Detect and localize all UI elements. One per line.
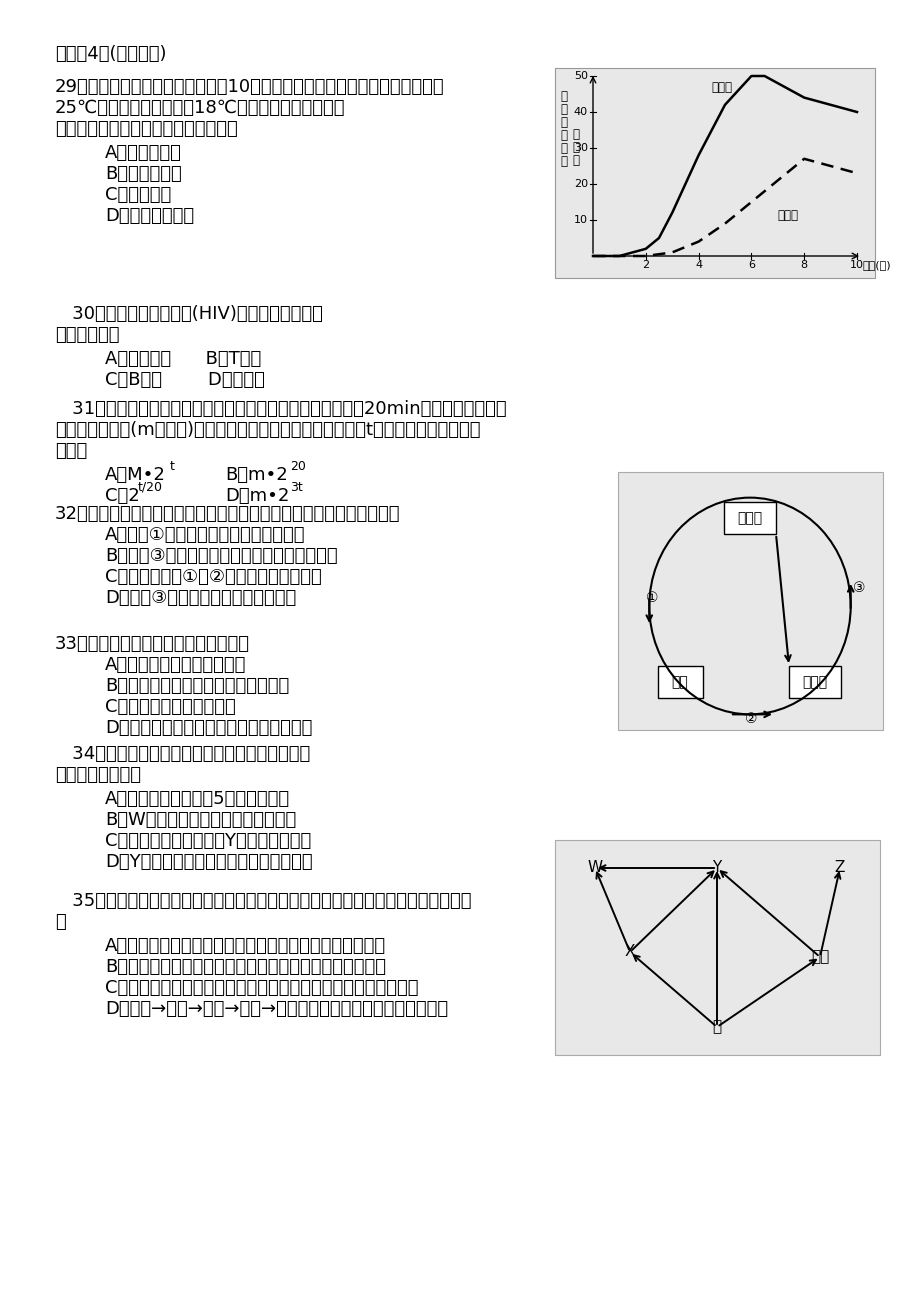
Text: C．产生部位也是作用部位: C．产生部位也是作用部位 [105,698,235,716]
Text: 时间(天): 时间(天) [862,260,891,270]
Text: ③: ③ [852,581,865,595]
Text: 绘制成右图，你认为该实验的自变量是: 绘制成右图，你认为该实验的自变量是 [55,120,237,138]
Text: 草: 草 [711,1019,720,1035]
Text: 子: 子 [560,103,566,116]
Text: 31．在营养和生存空间等没有限制的理想条件下，某细菌每20min就分裂繁殖一代。: 31．在营养和生存空间等没有限制的理想条件下，某细菌每20min就分裂繁殖一代。 [55,400,506,418]
Text: 是: 是 [55,913,65,931]
Text: 数: 数 [560,155,566,168]
Text: 生物第4页(共１０页): 生物第4页(共１０页) [55,46,166,62]
Text: 30．人体免疫缺陷病毒(HIV)侵入人体后，破坏: 30．人体免疫缺陷病毒(HIV)侵入人体后，破坏 [55,305,323,323]
Bar [789,667,840,698]
Text: C．人类活动对群落演替的影响与自然演替的方向、速度基本相同: C．人类活动对群落演替的影响与自然演替的方向、速度基本相同 [105,979,418,997]
Text: D．地衣→苔藓→灌木→草本→森林五个阶段为初生演替的必经过程: D．地衣→苔藓→灌木→草本→森林五个阶段为初生演替的必经过程 [105,1000,448,1018]
Text: A．吞噬细胞      B．T细胞: A．吞噬细胞 B．T细胞 [105,350,261,368]
Text: B．W处于第二、三两个不同的营养级: B．W处于第二、三两个不同的营养级 [105,811,296,829]
Text: A．激素①作用的靶器官为垂体和甲状腺: A．激素①作用的靶器官为垂体和甲状腺 [105,526,305,544]
Text: B．在植物体内由专门的分泌器官分泌: B．在植物体内由专门的分泌器官分泌 [105,677,289,695]
Text: D．m•2: D．m•2 [225,487,289,505]
Text: 25℃，而对照组的温度是18℃，他们把实验所得数据: 25℃，而对照组的温度是18℃，他们把实验所得数据 [55,99,346,117]
Text: A．在该食物网中共有5条食物链存在: A．在该食物网中共有5条食物链存在 [105,790,289,809]
Text: B．萌发的时间: B．萌发的时间 [105,165,182,184]
Text: 6: 6 [747,260,754,270]
Text: 发: 发 [560,129,566,142]
Text: D．Y与蝗虫之间的种间关系为捕食和竞争: D．Y与蝗虫之间的种间关系为捕食和竞争 [105,853,312,871]
Text: 40: 40 [573,107,587,117]
Text: t/20: t/20 [138,480,163,493]
Text: 50: 50 [573,72,587,81]
Text: B．激素③对下丘脑和垂体的作用属于反馈调节: B．激素③对下丘脑和垂体的作用属于反馈调节 [105,547,337,565]
Text: 32．右图为人体甲状腺激素分泌调节的示意图，下列叙述中不正确的是: 32．右图为人体甲状腺激素分泌调节的示意图，下列叙述中不正确的是 [55,505,400,523]
Text: 10: 10 [573,215,587,225]
Text: A．在植物体内含量多而高效: A．在植物体内含量多而高效 [105,656,246,674]
Text: C．2: C．2 [105,487,140,505]
Text: 下丘脑: 下丘脑 [737,510,762,525]
Text: 35．群落不断发展变化，按照一定的规律进行着演替。下列关于演替的叙述正确的: 35．群落不断发展变化，按照一定的规律进行着演替。下列关于演替的叙述正确的 [55,892,471,910]
Text: 20: 20 [289,460,305,473]
Text: 的细胞主要是: 的细胞主要是 [55,326,119,344]
Text: 10: 10 [849,260,863,270]
Text: A．种子的种类: A．种子的种类 [105,145,182,161]
Text: B．m•2: B．m•2 [225,466,288,484]
Text: Y: Y [711,861,720,875]
Text: （: （ [572,128,578,141]
Text: 30: 30 [573,143,587,154]
Text: 的: 的 [560,116,566,129]
Text: 实验组: 实验组 [711,81,732,94]
Text: 蝗虫: 蝗虫 [810,949,828,965]
Text: 20: 20 [573,178,587,189]
Text: 垂体: 垂体 [671,674,687,689]
Text: C．环境温度: C．环境温度 [105,186,171,204]
Text: X: X [624,944,634,960]
Text: 33．下列关于植物激素的叙述正确的是: 33．下列关于植物激素的叙述正确的是 [55,635,250,654]
Text: 3t: 3t [289,480,302,493]
Bar [723,503,775,534]
Text: D．对植物体的生命活动有显著的调节作用: D．对植物体的生命活动有显著的调节作用 [105,719,312,737]
Text: 总数是: 总数是 [55,441,87,460]
Text: 29．一组学生测量了在不同温度下10天内同种种子的发芽数，实验组的温度是: 29．一组学生测量了在不同温度下10天内同种种子的发芽数，实验组的温度是 [55,78,444,96]
Text: A．在森林遭受火灾后的地段上重新形成森林属于次生演替: A．在森林遭受火灾后的地段上重新形成森林属于次生演替 [105,937,386,954]
Text: C．若蝗虫的数量下降，Y的数量一定减少: C．若蝗虫的数量下降，Y的数量一定减少 [105,832,311,850]
Text: C．B细胞        D．浆细胞: C．B细胞 D．浆细胞 [105,371,265,389]
Text: Z: Z [834,861,845,875]
Bar [618,473,882,730]
Text: t: t [170,460,175,473]
Text: 现将该细菌种群(m个菌体)接种到培养基上培养，理想条件下，t小时后，该种群的菌体: 现将该细菌种群(m个菌体)接种到培养基上培养，理想条件下，t小时后，该种群的菌体 [55,421,480,439]
Text: 2: 2 [641,260,649,270]
Text: D．种子的发芽数: D．种子的发芽数 [105,207,194,225]
Text: 粒: 粒 [572,141,578,154]
Text: ）: ） [572,154,578,167]
Bar [554,68,874,279]
Text: C．缺碘时激素①和②浓度都高于正常水平: C．缺碘时激素①和②浓度都高于正常水平 [105,568,322,586]
Text: A．M•2: A．M•2 [105,466,165,484]
Text: 4: 4 [694,260,701,270]
Bar [657,667,702,698]
Text: W: W [587,861,602,875]
Text: ①: ① [645,591,658,605]
Text: 甲状腺: 甲状腺 [801,674,827,689]
Bar [554,840,879,1055]
Text: 种: 种 [560,90,566,103]
Text: 34．右图是一个陆地生态系统食物网的示意图，: 34．右图是一个陆地生态系统食物网的示意图， [55,745,310,763]
Text: ②: ② [744,712,756,727]
Text: D．激素③的靶细胞几乎是全身的细胞: D．激素③的靶细胞几乎是全身的细胞 [105,589,296,607]
Text: 列叙述中正确的是: 列叙述中正确的是 [55,766,141,784]
Text: 8: 8 [800,260,807,270]
Text: 对照组: 对照组 [777,210,798,223]
Text: 芽: 芽 [560,142,566,155]
Text: B．在正常情况下，次生演替的最终结果使生物多样性降低: B．在正常情况下，次生演替的最终结果使生物多样性降低 [105,958,386,976]
